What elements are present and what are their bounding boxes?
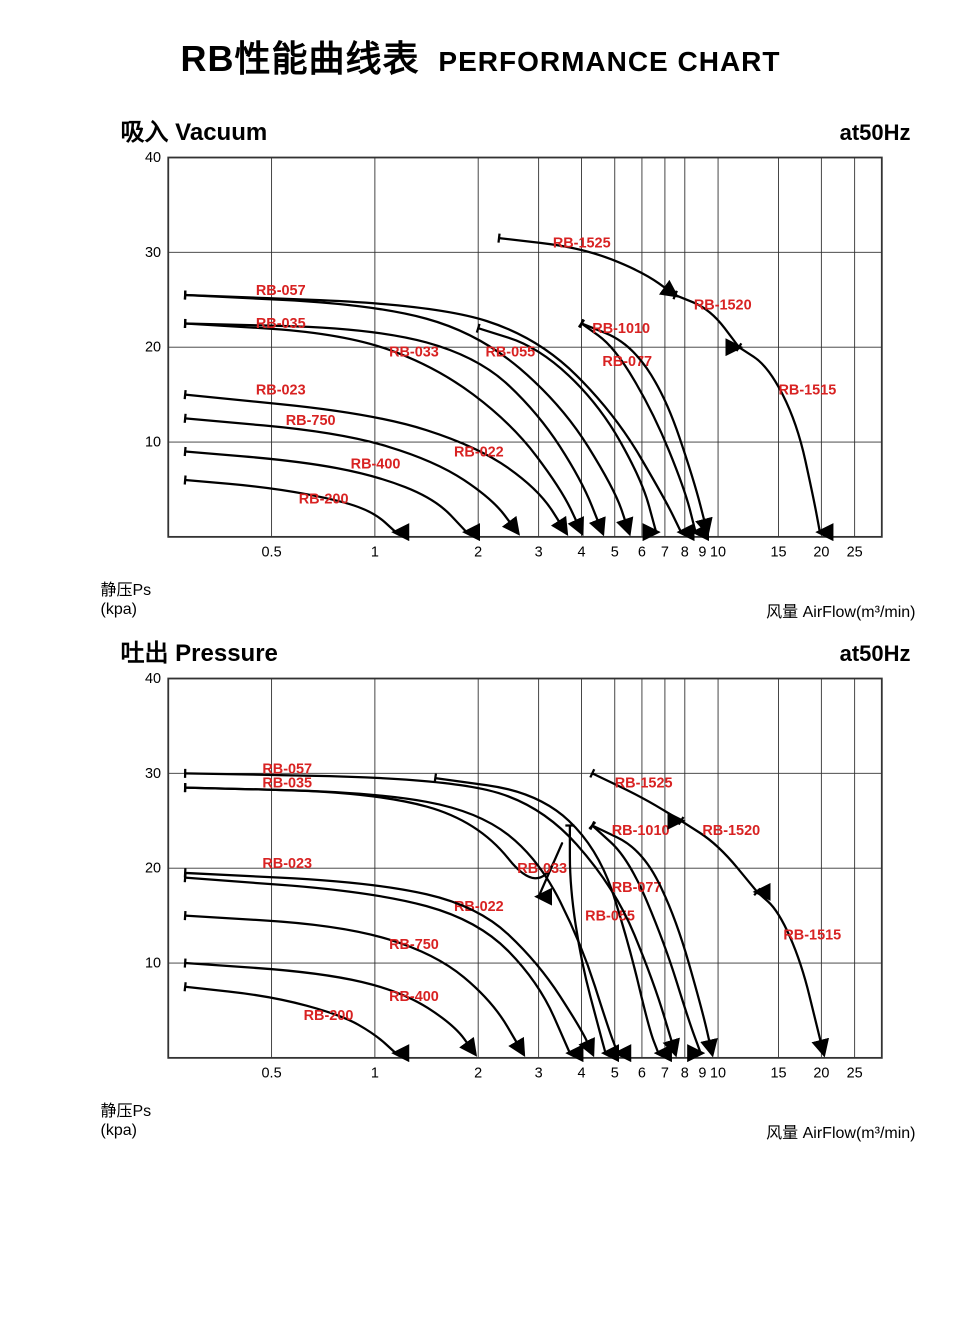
series-label-RB-022: RB-022 [453, 444, 503, 460]
series-label-RB-1010: RB-1010 [611, 823, 669, 839]
svg-text:30: 30 [144, 766, 160, 782]
freq-vacuum: at50Hz [840, 120, 911, 146]
svg-text:7: 7 [660, 1066, 668, 1082]
svg-text:4: 4 [577, 1066, 585, 1082]
series-label-RB-023: RB-023 [262, 856, 312, 872]
section-title-pressure: 吐出 Pressure [121, 633, 278, 668]
series-label-RB-400: RB-400 [350, 457, 400, 473]
series-label-RB-033: RB-033 [389, 345, 439, 361]
series-label-RB-200: RB-200 [303, 1008, 353, 1024]
svg-text:15: 15 [770, 1066, 786, 1082]
series-label-RB-1520: RB-1520 [693, 297, 751, 313]
freq-pressure: at50Hz [840, 641, 911, 667]
svg-text:1: 1 [370, 545, 378, 561]
series-label-RB-077: RB-077 [602, 354, 652, 370]
charts-container: 吸入 Vacuum at50Hz 102030400.5123456789101… [0, 112, 961, 1094]
series-label-RB-1010: RB-1010 [592, 321, 650, 337]
svg-text:30: 30 [144, 245, 160, 261]
svg-text:3: 3 [534, 1066, 542, 1082]
title-cn: RB性能曲线表 [181, 38, 420, 79]
plot-vacuum: 102030400.512345678910152025 RB-200RB-40… [121, 153, 911, 573]
svg-text:0.5: 0.5 [261, 545, 281, 561]
series-label-RB-035: RB-035 [262, 776, 312, 792]
y-axis-caption: 静压Ps(kpa) [101, 1102, 181, 1140]
svg-text:40: 40 [144, 671, 160, 687]
svg-text:7: 7 [660, 545, 668, 561]
series-label-RB-1520: RB-1520 [702, 823, 760, 839]
series-label-RB-023: RB-023 [255, 383, 305, 399]
svg-text:3: 3 [534, 545, 542, 561]
svg-text:6: 6 [637, 545, 645, 561]
series-label-RB-1525: RB-1525 [552, 236, 610, 252]
svg-text:5: 5 [610, 545, 618, 561]
y-axis-caption: 静压Ps(kpa) [101, 581, 181, 619]
curve-RB-200 [185, 480, 396, 532]
svg-text:15: 15 [770, 545, 786, 561]
curve-RB-750 [185, 418, 517, 532]
x-axis-caption: 风量 AirFlow(m³/min) [766, 598, 915, 622]
svg-text:20: 20 [144, 861, 160, 877]
series-label-RB-055: RB-055 [585, 908, 635, 924]
curve-RB-750 [185, 916, 523, 1054]
svg-text:10: 10 [144, 956, 160, 972]
svg-text:6: 6 [637, 1066, 645, 1082]
series-label-RB-033: RB-033 [517, 861, 567, 877]
series-label-RB-200: RB-200 [298, 492, 348, 508]
svg-text:20: 20 [813, 1066, 829, 1082]
curve-RB-033 [185, 788, 562, 897]
series-label-RB-057: RB-057 [255, 283, 305, 299]
chart-vacuum: 吸入 Vacuum at50Hz 102030400.5123456789101… [51, 112, 911, 573]
curve-RB-022 [185, 878, 570, 1053]
series-label-RB-1515: RB-1515 [783, 927, 841, 943]
svg-text:10: 10 [710, 545, 726, 561]
curve-RB-1010 [592, 826, 712, 1054]
svg-text:9: 9 [698, 1066, 706, 1082]
curve-RB-035 [185, 295, 629, 532]
chart-pressure: 吐出 Pressure at50Hz 102030400.51234567891… [51, 633, 911, 1094]
svg-text:2: 2 [474, 545, 482, 561]
svg-text:10: 10 [144, 435, 160, 451]
svg-text:5: 5 [610, 1066, 618, 1082]
svg-text:25: 25 [846, 1066, 862, 1082]
series-label-RB-035: RB-035 [255, 316, 305, 332]
svg-text:1: 1 [370, 1066, 378, 1082]
svg-text:20: 20 [813, 545, 829, 561]
svg-text:0.5: 0.5 [261, 1066, 281, 1082]
svg-text:10: 10 [710, 1066, 726, 1082]
svg-text:8: 8 [680, 545, 688, 561]
curve-RB-200 [185, 987, 396, 1053]
main-title: RB性能曲线表 PERFORMANCE CHART [0, 30, 961, 82]
section-title-vacuum: 吸入 Vacuum [121, 112, 268, 147]
series-label-RB-750: RB-750 [285, 413, 335, 429]
svg-text:20: 20 [144, 340, 160, 356]
page: RB性能曲线表 PERFORMANCE CHART 吸入 Vacuum at50… [0, 0, 961, 1194]
x-axis-caption: 风量 AirFlow(m³/min) [766, 1119, 915, 1143]
series-label-RB-400: RB-400 [389, 989, 439, 1005]
series-label-RB-055: RB-055 [485, 345, 535, 361]
series-label-RB-1525: RB-1525 [614, 776, 672, 792]
svg-text:25: 25 [846, 545, 862, 561]
series-label-RB-1515: RB-1515 [778, 383, 836, 399]
series-label-RB-077: RB-077 [611, 880, 661, 896]
series-label-RB-057: RB-057 [262, 761, 312, 777]
curve-RB-1515 [738, 347, 819, 532]
svg-text:40: 40 [144, 150, 160, 166]
svg-text:4: 4 [577, 545, 585, 561]
svg-text:8: 8 [680, 1066, 688, 1082]
svg-text:9: 9 [698, 545, 706, 561]
series-label-RB-750: RB-750 [389, 937, 439, 953]
title-en: PERFORMANCE CHART [438, 46, 780, 77]
svg-text:2: 2 [474, 1066, 482, 1082]
plot-pressure: 102030400.512345678910152025 RB-200RB-40… [121, 674, 911, 1094]
curve-RB-1515 [757, 892, 823, 1053]
